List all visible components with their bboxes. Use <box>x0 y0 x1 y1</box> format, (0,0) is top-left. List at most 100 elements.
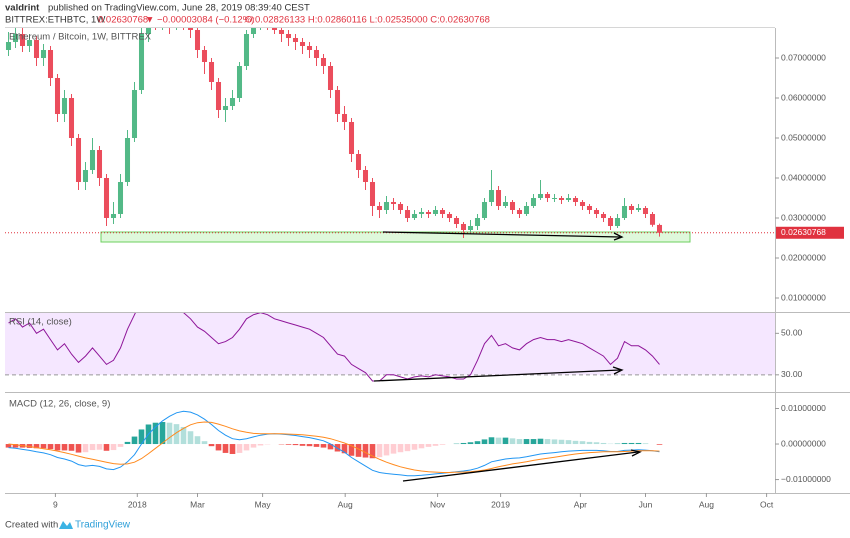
trend-arrow <box>382 231 621 238</box>
candle-body <box>474 218 481 226</box>
histogram-bar <box>173 424 180 445</box>
histogram-bar <box>327 444 334 450</box>
candle-body <box>40 50 47 58</box>
candle-body <box>383 202 390 210</box>
histogram-bar <box>593 442 600 445</box>
histogram-bar <box>313 444 320 447</box>
histogram-bar <box>656 444 663 445</box>
histogram-bar <box>558 439 565 445</box>
histogram-bar <box>635 442 642 445</box>
candle-body <box>439 210 446 214</box>
histogram-bar <box>551 439 558 445</box>
symbol: BITTREX:ETHBTC, 1W <box>5 15 105 26</box>
candle-body <box>509 202 516 210</box>
y-tick-label: 0.05000000 <box>781 132 826 142</box>
candle-body <box>607 218 614 226</box>
histogram-bar <box>600 442 607 445</box>
histogram-bar <box>96 444 103 450</box>
histogram-bar <box>544 439 551 445</box>
histogram-bar <box>418 444 425 449</box>
histogram-bar <box>40 444 47 449</box>
x-tick-label: 2018 <box>128 499 147 509</box>
histogram-bar <box>355 444 362 457</box>
candle-body <box>103 178 110 218</box>
histogram-bar <box>565 440 572 445</box>
candle-body <box>334 90 341 114</box>
candle-body <box>495 190 502 206</box>
histogram-bar <box>47 444 54 450</box>
histogram-bar <box>299 444 306 446</box>
histogram-bar <box>236 444 243 453</box>
candle-body <box>341 114 348 122</box>
macd-line <box>8 421 660 473</box>
histogram-bar <box>495 437 502 445</box>
histogram-bar <box>628 442 635 445</box>
y-tick-label: −0.01000000 <box>781 474 831 484</box>
candle-body <box>481 202 488 218</box>
histogram-bar <box>579 441 586 445</box>
histogram-bar <box>180 426 187 445</box>
histogram-bar <box>488 437 495 445</box>
candle-body <box>579 202 586 206</box>
candle-body <box>131 90 138 138</box>
histogram-bar <box>621 442 628 445</box>
candle-body <box>467 226 474 230</box>
candle-body <box>649 214 656 225</box>
brand-logo <box>59 521 73 529</box>
y-tick-label: 0.04000000 <box>781 172 826 182</box>
candle-body <box>96 150 103 178</box>
candle-body <box>558 198 565 200</box>
pane-legend: Ethereum / Bitcoin, 1W, BITTREX <box>9 32 152 43</box>
candle-body <box>236 66 243 98</box>
histogram-bar <box>502 437 509 445</box>
histogram-bar <box>390 444 397 454</box>
candle-body <box>5 42 12 50</box>
histogram-bar <box>383 444 390 456</box>
author: valdrint <box>5 3 40 14</box>
published: published on TradingView.com, June 28, 2… <box>48 3 310 14</box>
last-price-label: 0.02630768 <box>781 227 826 237</box>
y-tick-label: 30.00 <box>781 369 803 379</box>
arrow-head <box>612 366 624 375</box>
y-tick-label: 0.00000000 <box>781 438 826 448</box>
candle-body <box>348 122 355 154</box>
histogram-bar <box>341 444 348 454</box>
candle-body <box>33 40 40 58</box>
histogram-bar <box>166 422 173 445</box>
histogram-bar <box>460 442 467 445</box>
candle-body <box>600 214 607 218</box>
candle-body <box>432 210 439 214</box>
y-tick-label: 0.02000000 <box>781 252 826 262</box>
histogram-bar <box>215 444 222 451</box>
footer-brand[interactable]: TradingView <box>75 520 131 531</box>
candle-body <box>530 198 537 206</box>
histogram-bar <box>306 444 313 447</box>
candle-body <box>453 218 460 224</box>
change: ▼ −0.00003084 (−0.12%) <box>145 15 254 26</box>
trend-arrow <box>402 451 639 482</box>
x-tick-label: 9 <box>53 499 58 509</box>
histogram-bar <box>439 444 446 445</box>
x-tick-label: Aug <box>699 499 714 509</box>
candle-body <box>89 150 96 170</box>
histogram-bar <box>222 444 229 453</box>
candle-body <box>229 98 236 106</box>
histogram-bar <box>292 444 299 446</box>
candle-body <box>243 34 250 66</box>
candle-body <box>271 28 278 30</box>
histogram-bar <box>572 440 579 445</box>
candle-body <box>61 98 68 114</box>
candle-body <box>544 194 551 198</box>
pane <box>5 28 775 238</box>
candle-body <box>390 202 397 204</box>
x-tick-label: Aug <box>338 499 353 509</box>
rsi-line <box>8 313 660 382</box>
histogram-bar <box>348 444 355 456</box>
candle-body <box>215 82 222 110</box>
candle-body <box>376 206 383 210</box>
histogram-bar <box>257 444 264 446</box>
candle-body <box>460 224 467 230</box>
pane-legend: MACD (12, 26, close, 9) <box>9 399 110 410</box>
candle-body <box>124 138 131 182</box>
candle-body <box>628 206 635 210</box>
